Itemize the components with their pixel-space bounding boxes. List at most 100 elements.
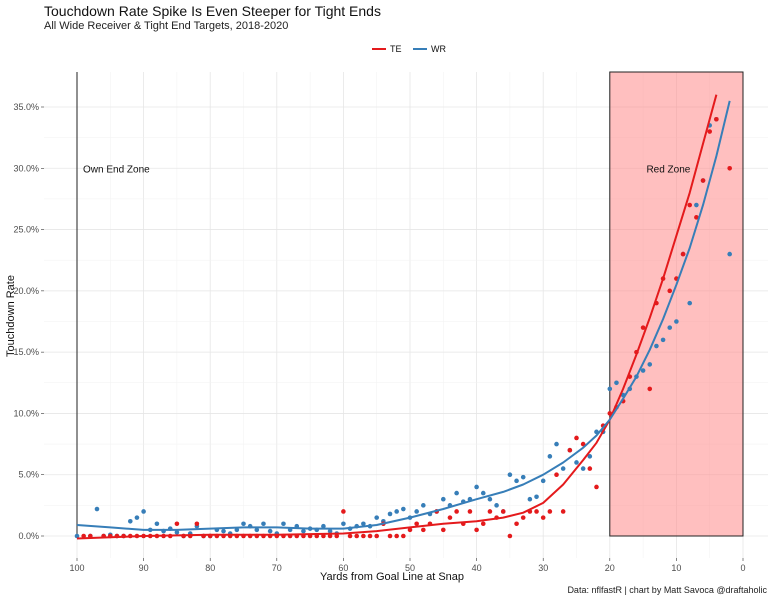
- te-point: [347, 533, 353, 539]
- te-point: [447, 515, 453, 520]
- te-point: [341, 509, 346, 514]
- wr-point: [154, 521, 160, 527]
- smooth-lines: [76, 94, 731, 540]
- x-tick-label: 90: [139, 563, 149, 573]
- wr-point: [667, 325, 673, 330]
- wr-point: [660, 337, 666, 343]
- wr-point: [640, 368, 646, 373]
- te-point: [394, 533, 399, 539]
- wr-point: [687, 300, 693, 306]
- x-tick-label: 100: [69, 563, 84, 573]
- wr-point: [534, 494, 539, 500]
- wr-point: [341, 521, 346, 527]
- wr-point: [321, 523, 326, 529]
- te-point: [567, 447, 573, 453]
- wr-point: [401, 506, 406, 512]
- wr-point: [387, 511, 393, 517]
- te-point: [480, 521, 486, 527]
- y-tick-label: 35.0%: [13, 102, 39, 112]
- wr-point: [527, 496, 533, 502]
- wr-point: [94, 506, 100, 512]
- wr-point: [554, 441, 559, 447]
- wr-point: [540, 478, 546, 484]
- wr-point: [421, 503, 426, 508]
- annotations: Own End Zone Red Zone: [83, 164, 691, 175]
- te-point: [594, 484, 599, 490]
- te-point: [374, 533, 380, 539]
- wr-point: [674, 319, 679, 324]
- wr-point: [647, 362, 653, 367]
- wr-point: [134, 515, 140, 520]
- wr-point: [301, 528, 306, 534]
- red-zone-layer: [76, 71, 744, 537]
- wr-point: [261, 521, 266, 527]
- te-point: [727, 165, 732, 171]
- wr-point: [494, 503, 499, 508]
- wr-point: [327, 528, 333, 534]
- te-point: [174, 521, 180, 527]
- te-point: [560, 509, 566, 514]
- x-tick-label: 60: [338, 563, 348, 573]
- te-point: [387, 533, 393, 539]
- x-tick-label: 20: [605, 563, 615, 573]
- x-axis-ticks: 100 90 80 70 60 50 40 30 20 10 0: [69, 558, 746, 573]
- wr-point: [487, 496, 493, 502]
- te-point: [714, 116, 719, 122]
- te-point: [647, 386, 653, 392]
- wr-point: [441, 496, 446, 502]
- chart-subtitle: All Wide Receiver & Tight End Targets, 2…: [44, 20, 289, 32]
- wr-point: [241, 521, 246, 527]
- wr-point: [394, 509, 399, 514]
- wr-point: [74, 533, 80, 539]
- te-point: [407, 527, 413, 533]
- te-point: [401, 533, 406, 539]
- wr-point: [141, 509, 146, 514]
- y-tick-label: 10.0%: [13, 408, 39, 418]
- wr-point: [221, 528, 226, 534]
- te-smooth-line: [76, 94, 718, 540]
- y-axis-ticks: 0.0% 5.0% 10.0% 15.0% 20.0% 25.0% 30.0% 35.0%: [13, 102, 44, 541]
- y-tick-label: 15.0%: [13, 347, 39, 357]
- x-tick-label: 50: [405, 563, 415, 573]
- x-tick-label: 80: [205, 563, 215, 573]
- wr-point: [574, 460, 579, 465]
- te-point: [547, 509, 553, 514]
- y-axis-title: Touchdown Rate: [5, 275, 17, 357]
- te-point: [694, 215, 699, 220]
- wr-point: [361, 521, 366, 527]
- legend: TE WR: [372, 44, 446, 54]
- y-tick-label: 0.0%: [18, 531, 39, 541]
- te-point: [687, 202, 693, 208]
- te-point: [540, 515, 546, 520]
- te-point: [441, 527, 446, 533]
- red-zone-label: Red Zone: [646, 164, 690, 175]
- own-end-zone-label: Own End Zone: [83, 164, 150, 175]
- wr-legend-label: WR: [431, 44, 446, 54]
- te-point: [587, 466, 593, 471]
- wr-point: [174, 530, 180, 535]
- te-point: [454, 509, 459, 514]
- te-point: [194, 521, 200, 527]
- wr-point: [587, 454, 593, 459]
- wr-point: [281, 521, 286, 527]
- x-tick-label: 40: [472, 563, 482, 573]
- wr-point: [267, 528, 273, 534]
- wr-point: [454, 490, 459, 496]
- wr-point: [727, 251, 732, 257]
- te-point: [334, 533, 340, 539]
- wr-point: [614, 380, 619, 386]
- te-point: [707, 129, 712, 134]
- te-point: [680, 251, 686, 257]
- y-tick-label: 20.0%: [13, 286, 39, 296]
- wr-point: [560, 466, 566, 471]
- te-point: [467, 509, 473, 514]
- wr-point: [254, 527, 260, 533]
- wr-point: [514, 478, 519, 484]
- te-point: [500, 509, 506, 514]
- wr-point: [547, 454, 553, 459]
- te-point: [574, 435, 579, 441]
- wr-smooth-line: [76, 100, 731, 531]
- te-point: [520, 515, 526, 520]
- te-point: [554, 472, 559, 478]
